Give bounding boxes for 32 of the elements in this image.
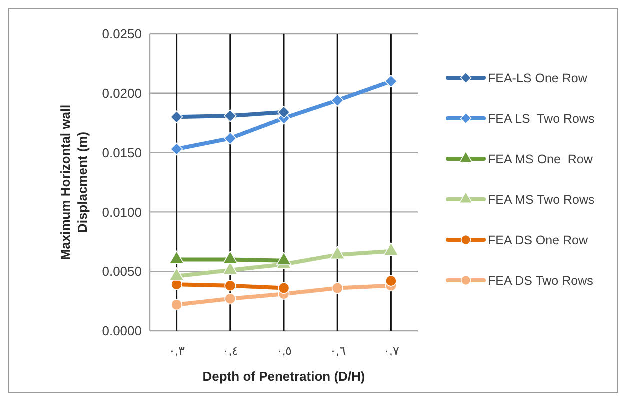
x-axis-title: Depth of Penetration (D/H) [202,369,366,384]
legend-label: FEA MS One Row [488,152,594,166]
x-tick-label: ٠,٤ [222,344,238,358]
y-tick-label: 0.0150 [102,145,142,160]
legend-label: FEA MS Two Rows [488,192,595,207]
point [224,110,237,122]
legend-label: FEA DS One Row [488,233,590,248]
point [224,280,236,292]
point [384,75,398,88]
point [278,282,290,294]
point [278,106,290,119]
x-tick-label: ٠,٧ [384,344,400,358]
y-axis-title: Maximum Horizontal wall Displacment (m) [58,104,90,260]
point [171,299,183,311]
point [331,94,344,107]
point [224,132,237,145]
legend-label: FEA-LS One Row [488,71,588,86]
point [224,293,236,305]
y-tick-label: 0.0100 [102,204,142,220]
point [170,110,184,124]
x-tick-label: ٠,٥ [276,344,292,358]
point [332,282,344,294]
x-tick-label: ٠,٦ [330,344,346,358]
y-tick-label: 0.0200 [102,86,142,101]
y-tick-label: 0.0050 [102,264,142,280]
y-tick-label: 0.0000 [102,324,142,339]
x-tick-label: ٠,٣ [169,344,186,358]
point [170,142,184,156]
point [385,275,397,287]
legend-label: FEA DS Two Rows [488,274,594,288]
legend-label: FEA LS Two Rows [488,112,595,126]
y-tick-label: 0.0250 [102,26,142,42]
